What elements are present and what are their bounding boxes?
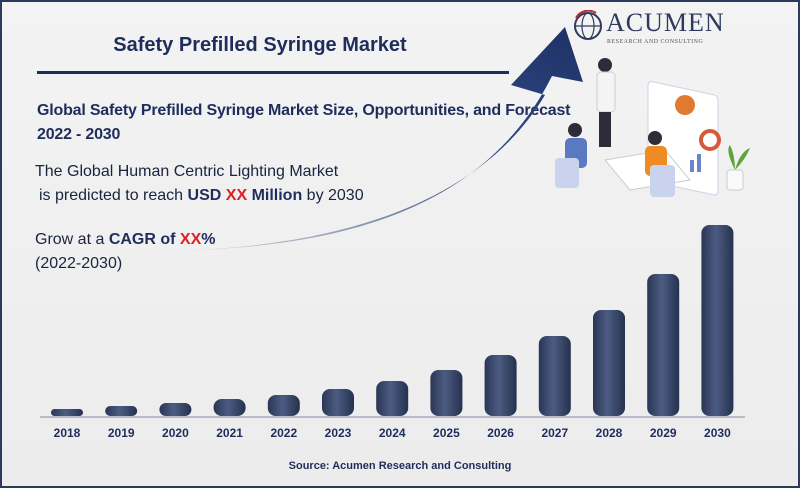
globe-logo-icon xyxy=(574,10,602,40)
description-post: by 2030 xyxy=(302,187,364,204)
bar-2028 xyxy=(593,310,625,416)
x-tick-label: 2025 xyxy=(433,426,460,440)
cagr-period: (2022-2030) xyxy=(35,255,123,272)
bar-2020 xyxy=(159,403,192,416)
cagr-value: XX xyxy=(179,231,202,248)
x-tick-label: 2029 xyxy=(650,426,677,440)
x-tick-label: 2028 xyxy=(596,426,623,440)
bar-2023 xyxy=(322,389,354,416)
x-tick-label: 2027 xyxy=(541,426,568,440)
subtitle: Global Safety Prefilled Syringe Market S… xyxy=(37,102,571,143)
bar-2027 xyxy=(538,336,571,416)
bar-2024 xyxy=(376,381,409,416)
logo-name: ACUMEN xyxy=(606,8,725,37)
description-pre: is predicted to reach xyxy=(39,187,188,204)
market-description: The Global Human Centric Lighting Market… xyxy=(35,160,364,208)
usd-label: USD xyxy=(187,187,222,204)
bar-2025 xyxy=(430,370,463,416)
x-tick-label: 2020 xyxy=(162,426,189,440)
source-note: Source: Acumen Research and Consulting xyxy=(288,460,512,472)
title-divider xyxy=(37,71,509,74)
bar-2030 xyxy=(701,225,734,416)
bar-2022 xyxy=(267,395,300,416)
x-tick-label: 2026 xyxy=(487,426,514,440)
logo-tagline: RESEARCH AND CONSULTING xyxy=(607,39,704,45)
x-tick-label: 2019 xyxy=(108,426,135,440)
page-title: Safety Prefilled Syringe Market xyxy=(113,34,407,56)
x-tick-label: 2021 xyxy=(216,426,243,440)
x-tick-label: 2022 xyxy=(270,426,297,440)
bar-2019 xyxy=(105,406,138,416)
growth-arrow xyxy=(155,27,583,251)
bar-2021 xyxy=(213,399,246,416)
million-label: Million xyxy=(251,187,303,204)
description-line-1: The Global Human Centric Lighting Market xyxy=(35,163,339,180)
x-tick-label: 2023 xyxy=(325,426,352,440)
cagr-label: CAGR of xyxy=(108,231,176,248)
bar-2018 xyxy=(51,409,83,416)
usd-value: XX xyxy=(225,187,248,204)
x-tick-label: 2024 xyxy=(379,426,406,440)
bar-2029 xyxy=(647,274,680,416)
x-tick-label: 2018 xyxy=(54,426,81,440)
bar-2026 xyxy=(484,355,517,416)
cagr-text: Grow at a CAGR of XX% (2022-2030) xyxy=(35,228,216,276)
x-tick-label: 2030 xyxy=(704,426,731,440)
cagr-pre: Grow at a xyxy=(35,231,109,248)
cagr-pct: % xyxy=(201,231,216,248)
business-meeting-illustration xyxy=(555,58,750,197)
